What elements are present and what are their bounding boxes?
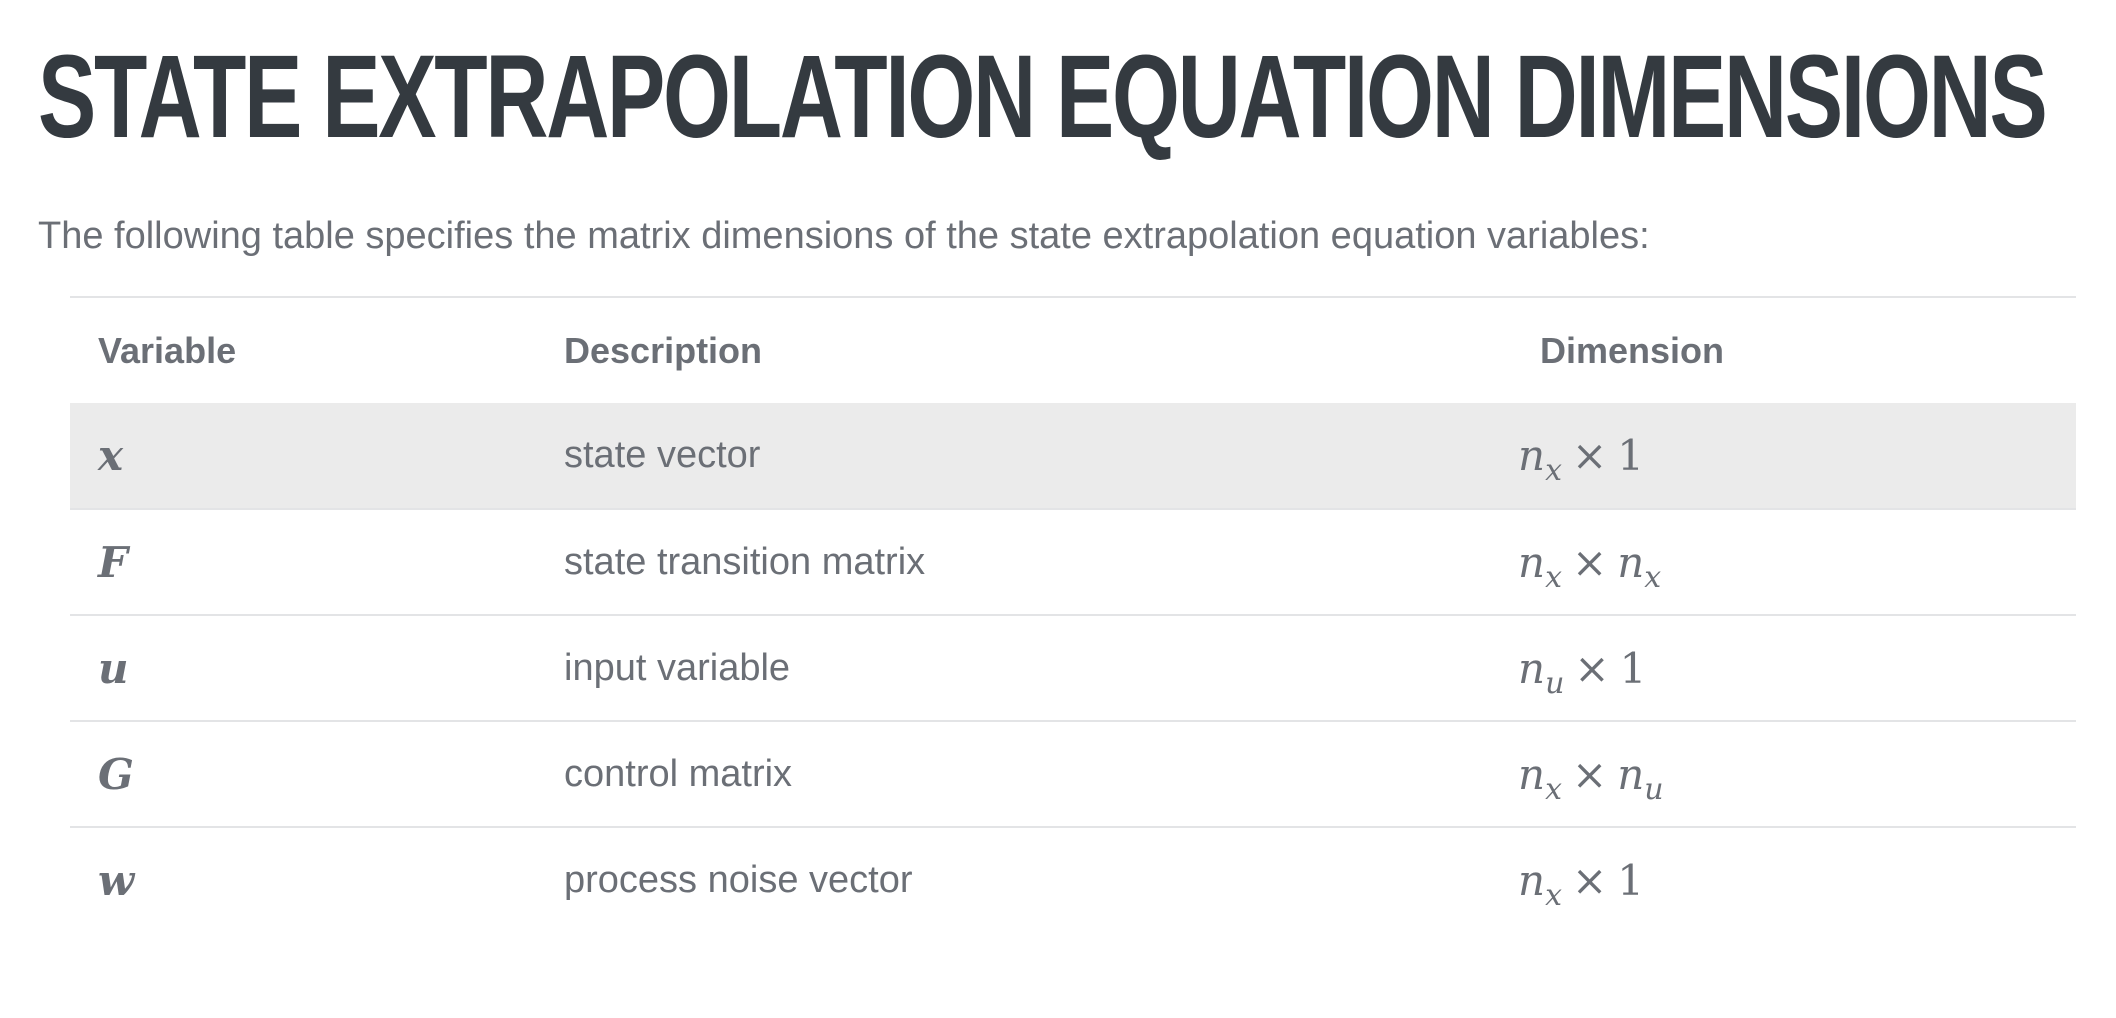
dimension-symbol: n [1518,749,1546,799]
page-title: STATE EXTRAPOLATION EQUATION DIMENSIONS [38,31,2048,163]
header-description: Description [564,329,763,371]
description-cell: control matrix [564,752,793,795]
description-cell: input variable [564,646,791,689]
dimension-value: 1 [1617,431,1644,480]
dimension-symbol: n [1518,856,1546,905]
description-cell: process noise vector [564,859,913,901]
description-cell: state vector [564,434,761,476]
variable-cell: u [98,643,129,693]
dimension-cell: nx × 1 [1512,403,2076,509]
header-variable: Variable [98,329,237,371]
dimension-cell: nx × nu [1512,721,2076,827]
dimension-symbol: n [1518,431,1546,480]
dimensions-table: Variable Description Dimension x state v… [70,296,2076,933]
table-row: x state vector nx × 1 [70,403,2076,509]
dimension-symbol: n [1518,643,1546,693]
dimension-cell: nu × 1 [1512,615,2076,721]
table-body: x state vector nx × 1 F state transition m… [70,403,2076,933]
times-operator: × [1574,643,1610,693]
dimension-symbol: n [1518,537,1546,587]
variable-cell: x [98,431,124,480]
table-row: w process noise vector nx × 1 [70,827,2076,933]
dimension-subscript: x [1545,559,1562,595]
variable-cell: F [98,537,128,587]
dimension-subscript: u [1644,771,1664,807]
table-row: G control matrix nx × nu [70,721,2076,827]
dimension-value: 1 [1617,856,1644,905]
dimension-symbol: n [1617,749,1645,799]
dimension-cell: nx × nx [1512,509,2076,615]
table-header: Variable Description Dimension [70,297,2076,403]
dimension-subscript: x [1545,878,1562,913]
dimension-subscript: x [1545,453,1562,488]
dimensions-table-container: Variable Description Dimension x state v… [70,296,2076,933]
dimension-subscript: u [1545,665,1565,701]
table-row: u input variable nu × 1 [70,615,2076,721]
times-operator: × [1571,856,1608,905]
dimension-cell: nx × 1 [1512,827,2076,933]
description-cell: state transition matrix [564,540,926,583]
table-header-row: Variable Description Dimension [70,297,2076,403]
variable-cell: G [98,749,134,799]
dimension-subscript: x [1644,559,1662,595]
intro-paragraph: The following table specifies the matrix… [38,215,1650,257]
dimension-value: 1 [1619,643,1647,693]
times-operator: × [1571,431,1608,480]
dimension-symbol: n [1617,537,1645,587]
variable-cell: w [98,856,135,905]
times-operator: × [1571,537,1608,587]
times-operator: × [1571,749,1608,799]
dimension-subscript: x [1545,771,1562,807]
header-dimension: Dimension [1540,329,1725,371]
table-row: F state transition matrix nx × nx [70,509,2076,615]
